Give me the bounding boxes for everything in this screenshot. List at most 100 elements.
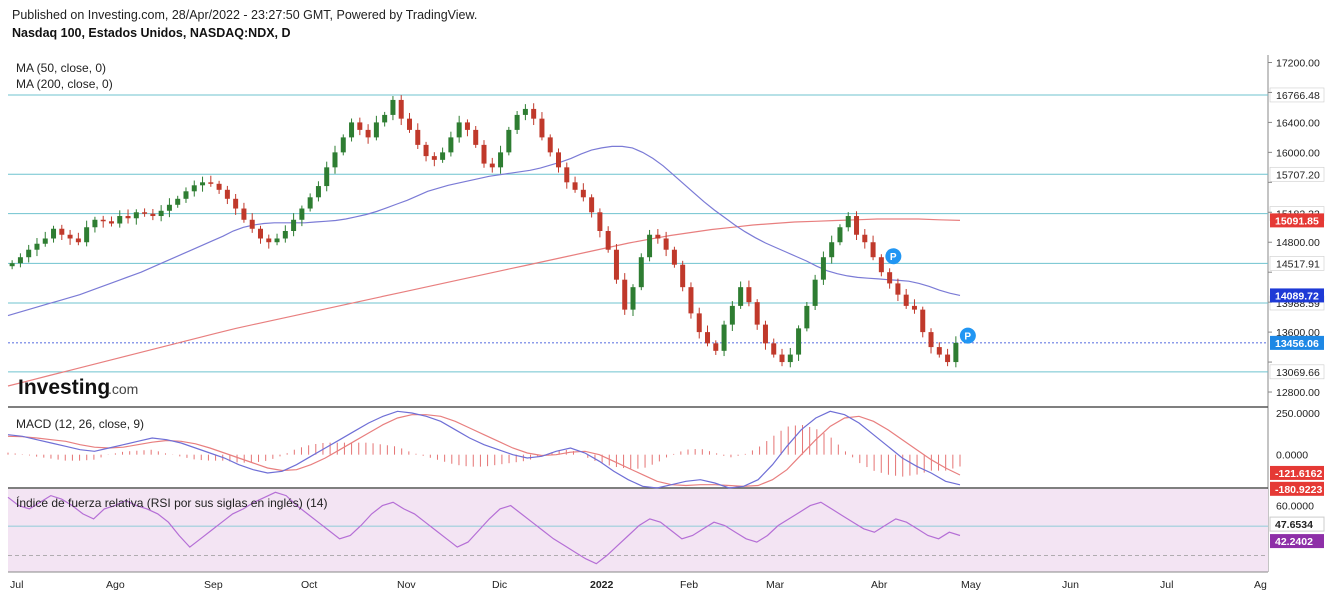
candle-body-37 bbox=[315, 186, 321, 198]
price-tag-0: 15091.85 bbox=[1275, 215, 1319, 227]
candle-body-9 bbox=[84, 227, 90, 243]
x-tick-8: Mar bbox=[766, 579, 785, 591]
candle-body-70 bbox=[589, 197, 595, 213]
candle-body-12 bbox=[108, 221, 114, 224]
macd-tag-1: -180.9223 bbox=[1275, 484, 1322, 496]
candle-body-79 bbox=[663, 238, 669, 250]
candle-body-108 bbox=[903, 294, 909, 306]
logo-suffix: .com bbox=[108, 381, 138, 397]
x-tick-13: Ag bbox=[1254, 579, 1267, 591]
candle-body-101 bbox=[845, 216, 851, 228]
candle-body-78 bbox=[655, 234, 661, 239]
macd-tick-0: 250.0000 bbox=[1276, 408, 1320, 420]
ma50-legend[interactable]: MA (50, close, 0) bbox=[16, 61, 106, 75]
x-tick-5: Dic bbox=[492, 579, 507, 591]
level-label-0: 16766.48 bbox=[1276, 90, 1320, 102]
published-line: Published on Investing.com, 28/Apr/2022 … bbox=[12, 8, 478, 22]
price-tags: 15091.85 14089.72 13456.06 bbox=[1270, 213, 1324, 350]
candle-body-27 bbox=[233, 198, 239, 209]
candle-body-11 bbox=[100, 219, 106, 222]
candle-body-26 bbox=[224, 189, 230, 199]
candle-body-106 bbox=[887, 272, 893, 284]
candle-body-47 bbox=[398, 99, 404, 119]
candle-body-73 bbox=[613, 249, 619, 280]
candle-body-56 bbox=[473, 129, 479, 145]
candle-body-20 bbox=[175, 198, 181, 205]
candle-body-38 bbox=[324, 167, 330, 187]
rsi-tag-1: 42.2402 bbox=[1275, 536, 1313, 548]
candle-body-83 bbox=[696, 313, 702, 333]
candle-body-33 bbox=[282, 231, 288, 239]
candle-body-28 bbox=[241, 208, 247, 220]
candle-body-107 bbox=[895, 283, 901, 295]
candle-body-80 bbox=[671, 249, 677, 265]
price-tag-2: 13456.06 bbox=[1275, 338, 1319, 350]
candle-body-3 bbox=[34, 243, 40, 250]
candle-body-52 bbox=[440, 152, 446, 160]
chart-title: Nasdaq 100, Estados Unidos, NASDAQ:NDX, … bbox=[12, 26, 291, 40]
macd-tag-box-1 bbox=[1270, 481, 1324, 496]
candle-body-57 bbox=[481, 144, 487, 164]
candle-body-72 bbox=[605, 231, 611, 250]
logo-text: Investing bbox=[18, 376, 110, 399]
macd-tag-0: -121.6162 bbox=[1275, 468, 1322, 480]
ma200-line-group bbox=[7, 218, 961, 387]
candle-body-13 bbox=[117, 216, 123, 224]
candle-body-109 bbox=[911, 305, 917, 310]
candle-body-21 bbox=[183, 191, 189, 199]
level-label-box-5 bbox=[1269, 364, 1325, 380]
level-label-3: 14517.91 bbox=[1276, 258, 1320, 270]
time-axis-ticks: Jul Ago Sep Oct Nov Dic 2022 Feb Mar Abr May Jun Jul… bbox=[10, 579, 1267, 591]
rsi-band bbox=[8, 489, 1268, 572]
rsi-tick-0: 60.0000 bbox=[1276, 501, 1314, 513]
chart-header: Published on Investing.com, 28/Apr/2022 … bbox=[12, 8, 477, 40]
candle-body-42 bbox=[357, 122, 363, 130]
candle-body-113 bbox=[945, 354, 951, 363]
price-tick-0: 17200.00 bbox=[1276, 57, 1320, 69]
candle-body-50 bbox=[423, 144, 429, 157]
x-tick-12: Jul bbox=[1160, 579, 1173, 591]
candles bbox=[9, 95, 959, 368]
candle-body-31 bbox=[266, 238, 272, 243]
x-tick-10: May bbox=[961, 579, 982, 591]
candle-body-8 bbox=[75, 238, 81, 243]
macd-signal-line bbox=[7, 414, 961, 487]
candle-body-10 bbox=[92, 219, 98, 228]
macd-legend[interactable]: MACD (12, 26, close, 9) bbox=[16, 417, 144, 431]
candle-body-63 bbox=[531, 108, 537, 119]
candle-body-5 bbox=[51, 228, 57, 239]
marker-label-0: P bbox=[890, 252, 897, 263]
ma200-legend[interactable]: MA (200, close, 0) bbox=[16, 77, 113, 91]
candle-body-71 bbox=[597, 212, 603, 231]
price-tag-box-2 bbox=[1270, 335, 1324, 350]
candle-body-82 bbox=[688, 287, 694, 314]
candle-body-96 bbox=[804, 305, 810, 329]
level-label-box-0 bbox=[1269, 87, 1325, 103]
markers: PP bbox=[885, 248, 976, 344]
candle-body-43 bbox=[365, 129, 371, 138]
rsi-tag-0: 47.6534 bbox=[1275, 519, 1313, 531]
candle-body-40 bbox=[340, 137, 346, 153]
candle-body-22 bbox=[191, 185, 197, 192]
marker-circle-1 bbox=[959, 327, 976, 344]
macd-panel: 250.0000 0.0000 -121.6162 -180.9223 bbox=[7, 408, 1324, 496]
rsi-tag-box-0 bbox=[1269, 516, 1325, 532]
candle-body-34 bbox=[291, 219, 297, 231]
rsi-panel: 60.0000 47.6534 42.2402 bbox=[7, 491, 1325, 565]
investing-logo: Investing .com bbox=[18, 376, 138, 399]
x-tick-11: Jun bbox=[1062, 579, 1079, 591]
candle-body-111 bbox=[928, 332, 934, 348]
rsi-legend[interactable]: Índice de fuerza relativa (RSI por sus s… bbox=[16, 495, 327, 510]
level-label-box-3 bbox=[1269, 256, 1325, 271]
candle-body-18 bbox=[158, 210, 164, 217]
candle-body-7 bbox=[67, 234, 73, 239]
x-tick-0: Jul bbox=[10, 579, 23, 591]
candle-body-60 bbox=[506, 129, 512, 153]
candle-body-64 bbox=[539, 118, 545, 138]
candle-body-77 bbox=[647, 234, 653, 258]
candle-body-87 bbox=[729, 305, 735, 325]
candle-body-91 bbox=[762, 324, 768, 344]
candle-body-54 bbox=[456, 122, 462, 138]
price-tick-2: 16400.00 bbox=[1276, 117, 1320, 129]
